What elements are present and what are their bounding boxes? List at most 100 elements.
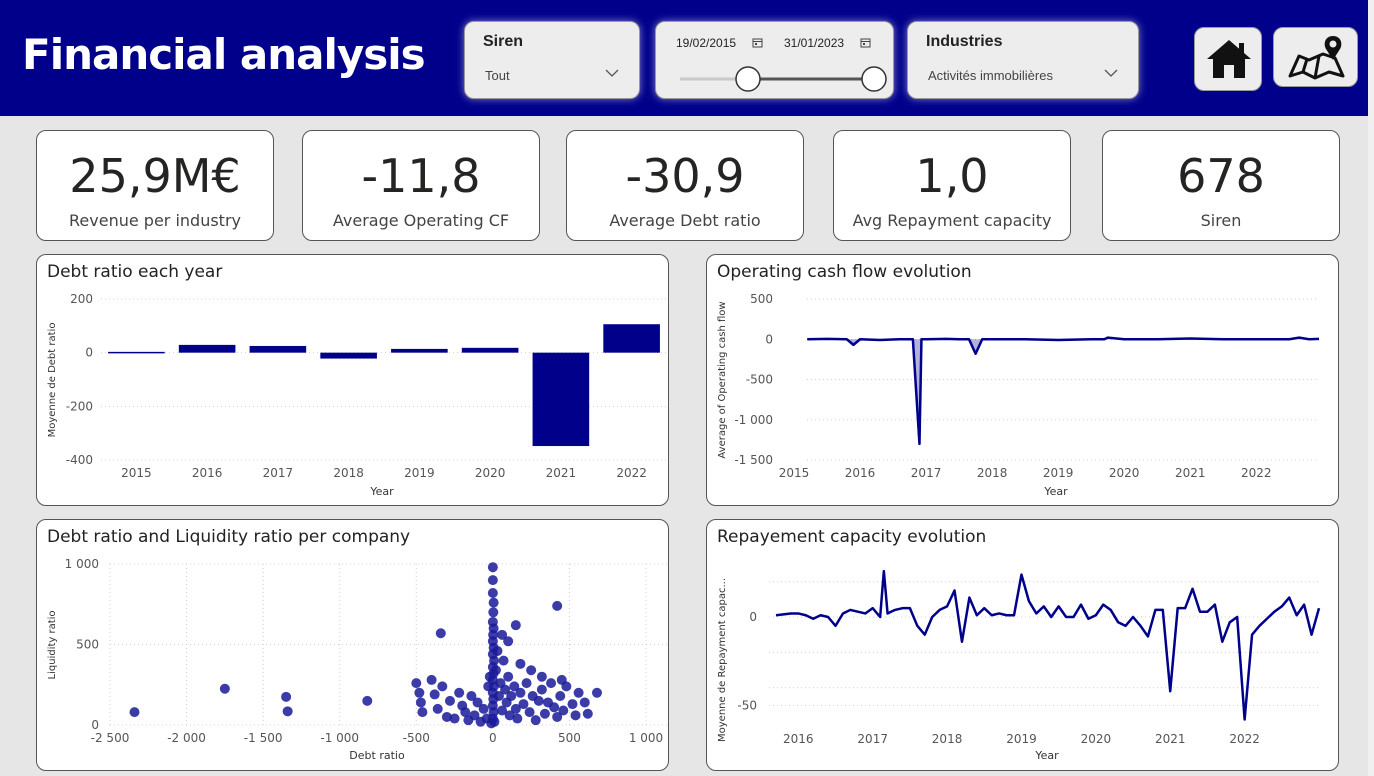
x-tick-label: -500	[403, 731, 430, 745]
chart-title: Debt ratio each year	[47, 262, 223, 282]
scatter-point	[503, 671, 514, 682]
chart-repayment[interactable]: Repayement capacity evolution 0 -50 2016 20…	[706, 519, 1339, 771]
scatter-point	[515, 687, 526, 698]
bar	[108, 351, 165, 354]
scatter-point	[552, 711, 563, 722]
kpi-card-revenue: 25,9M€ Revenue per industry	[36, 130, 274, 241]
x-tick-label: 2015	[121, 466, 152, 480]
x-tick-label: -1 500	[244, 731, 283, 745]
x-tick-label: 2018	[977, 466, 1008, 480]
chart-operating-cf[interactable]: Operating cash flow evolution 500 0 -500 -1…	[706, 254, 1339, 506]
chart-title: Operating cash flow evolution	[717, 262, 972, 282]
chart-scatter[interactable]: Debt ratio and Liquidity ratio per compa…	[36, 519, 669, 771]
scatter-point	[362, 695, 373, 706]
date-range-slicer[interactable]: 19/02/2015 31/01/2023	[655, 21, 894, 99]
date-start[interactable]: 19/02/2015	[676, 36, 737, 50]
scatter-point	[533, 695, 544, 706]
scatter-point	[510, 703, 521, 714]
scatter-point	[570, 710, 581, 721]
map-icon	[1288, 36, 1345, 80]
scatter-point	[536, 684, 547, 695]
x-tick-label: 2020	[475, 466, 506, 480]
chart-title: Debt ratio and Liquidity ratio per compa…	[47, 527, 411, 547]
scatter-point	[449, 713, 460, 724]
kpi-label: Siren	[1200, 211, 1242, 230]
y-tick-label: -1 500	[734, 453, 773, 467]
y-tick-label: -500	[746, 373, 773, 387]
operating-cf-area-chart[interactable]: 500 0 -500 -1 000 -1 500 2015 2016 2017 2018 2019…	[707, 255, 1340, 507]
scatter-point	[426, 674, 437, 685]
scatter-point	[558, 705, 569, 716]
x-tick-label: 2022	[616, 466, 647, 480]
scatter-point	[466, 691, 477, 702]
x-axis-title: Year	[1043, 485, 1068, 498]
scatter-point	[591, 687, 602, 698]
siren-slicer-value[interactable]: Tout	[485, 68, 510, 83]
x-tick-label: 2020	[1081, 732, 1112, 746]
kpi-value: 1,0	[915, 149, 989, 203]
x-tick-label: 2018	[932, 732, 963, 746]
kpi-card-siren: 678 Siren	[1102, 130, 1340, 241]
kpi-card-debt-ratio: -30,9 Average Debt ratio	[566, 130, 804, 241]
y-tick-label: -50	[737, 698, 757, 712]
x-axis-title: Year	[1034, 749, 1059, 762]
date-end[interactable]: 31/01/2023	[784, 36, 845, 50]
scatter-point	[498, 655, 509, 666]
scatter-point	[518, 699, 529, 710]
y-tick-label: -400	[66, 453, 93, 467]
scatter-point	[432, 703, 443, 714]
industries-slicer-title: Industries	[926, 33, 1003, 50]
page-scrollbar[interactable]	[1368, 0, 1374, 776]
y-tick-label: 0	[765, 332, 773, 346]
bar	[461, 347, 519, 353]
chart-debt-ratio[interactable]: Debt ratio each year 200 0 -200 -400 2015 201…	[36, 254, 669, 506]
x-tick-label: 0	[489, 731, 497, 745]
x-tick-label: 2017	[911, 466, 942, 480]
y-axis-title: Liquidity ratio	[47, 610, 58, 679]
calendar-icon[interactable]	[860, 37, 871, 48]
scatter-point	[512, 713, 523, 724]
calendar-icon[interactable]	[752, 37, 763, 48]
scatter-point	[503, 636, 514, 647]
siren-slicer-title: Siren	[483, 33, 524, 50]
scatter-point	[509, 681, 520, 692]
industries-slicer-value[interactable]: Activités immobilières	[928, 68, 1053, 83]
scatter-point	[506, 691, 517, 702]
x-tick-label: 2019	[1006, 732, 1037, 746]
scatter-point	[129, 707, 140, 718]
y-tick-label: 1 000	[65, 557, 99, 571]
bar	[391, 348, 448, 353]
scatter-point	[521, 678, 532, 689]
scatter-point	[567, 699, 578, 710]
x-tick-label: -2 500	[91, 731, 130, 745]
x-tick-label: 2021	[1155, 732, 1186, 746]
chevron-down-icon[interactable]	[1104, 66, 1118, 80]
repayment-line-chart[interactable]: 0 -50 2016 2017 2018 2019 2020 2021 2022 Year Moye…	[707, 520, 1340, 772]
map-button[interactable]	[1273, 27, 1358, 87]
scatter-point	[555, 691, 566, 702]
scatter-point	[536, 671, 547, 682]
scatter-point	[415, 697, 426, 708]
scatter-point	[582, 708, 593, 719]
scatter-point	[487, 562, 498, 573]
scatter-point	[435, 628, 446, 639]
bar	[320, 352, 377, 359]
chevron-down-icon[interactable]	[605, 66, 619, 80]
y-tick-label: -200	[66, 399, 93, 413]
kpi-label: Average Debt ratio	[609, 211, 761, 230]
industries-slicer[interactable]: Industries Activités immobilières	[907, 21, 1139, 99]
x-axis-title: Debt ratio	[349, 749, 405, 762]
date-range-slider[interactable]	[656, 62, 895, 96]
debt-ratio-bar-chart[interactable]: 200 0 -200 -400 2015 2016 2017 2018 2019 2020 2021…	[37, 255, 670, 507]
siren-slicer[interactable]: Siren Tout	[464, 21, 640, 99]
scatter-point	[579, 697, 590, 708]
y-tick-label: 0	[85, 346, 93, 360]
x-tick-label: 2019	[404, 466, 435, 480]
scatter-point	[526, 665, 537, 676]
scatter-point	[504, 710, 515, 721]
scatter-point	[524, 707, 535, 718]
series-line	[807, 336, 1320, 446]
home-button[interactable]	[1194, 27, 1262, 91]
scatter-point	[429, 689, 440, 700]
